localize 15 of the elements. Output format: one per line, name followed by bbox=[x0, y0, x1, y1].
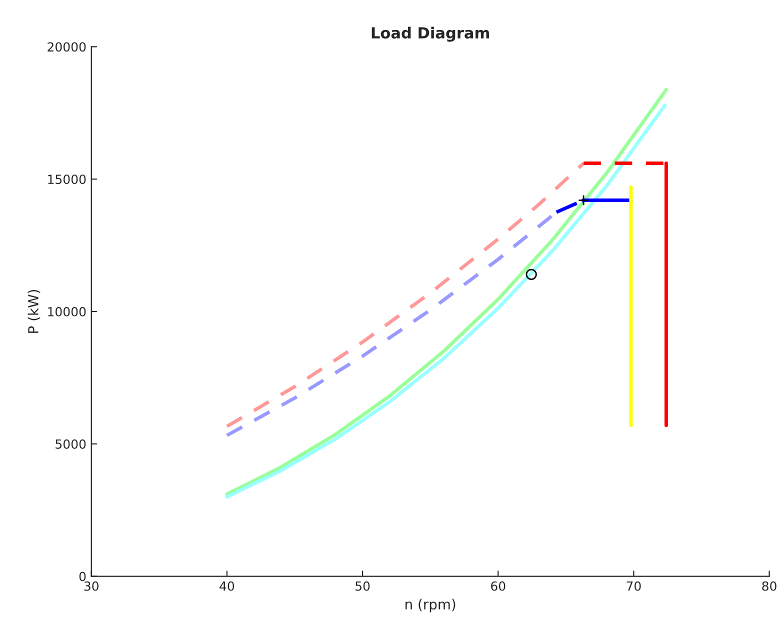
y-tick-label: 20000 bbox=[48, 42, 86, 52]
chart-title: Load Diagram bbox=[372, 26, 489, 42]
x-tick-label: 50 bbox=[356, 581, 370, 591]
x-tick-label: 80 bbox=[762, 581, 776, 591]
x-tick-label: 40 bbox=[220, 581, 234, 591]
y-tick-label: 10000 bbox=[48, 306, 86, 316]
x-tick-label: 60 bbox=[491, 581, 506, 591]
line-series bbox=[225, 161, 586, 428]
y-tick-label: 15000 bbox=[48, 174, 86, 184]
y-tick-label: 5000 bbox=[56, 439, 86, 449]
y-tick-label: 0 bbox=[79, 572, 86, 582]
x-axis-title: n (rpm) bbox=[406, 598, 456, 612]
y-axis-title: P (kW) bbox=[28, 290, 40, 333]
x-tick-label: 30 bbox=[84, 581, 98, 591]
x-tick-label: 70 bbox=[626, 581, 641, 591]
